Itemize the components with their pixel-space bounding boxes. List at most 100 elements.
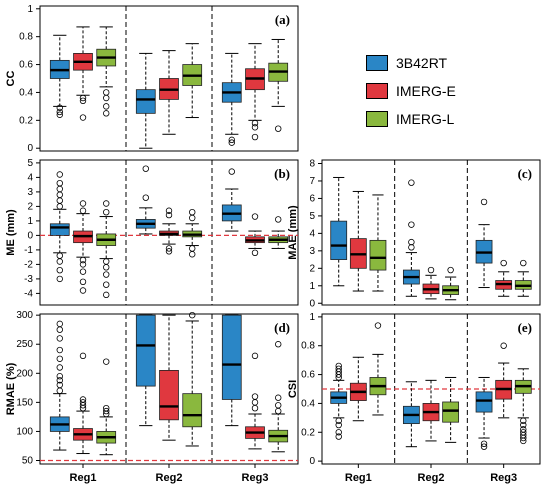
outlier-point: [251, 352, 259, 360]
y-tick-label: 0.4: [301, 398, 315, 409]
outlier-point: [79, 94, 87, 102]
box-imerg-l-reg3: [268, 38, 289, 132]
box-imerg-e-reg2: [159, 314, 179, 441]
box-imerg-e-reg3: [245, 43, 265, 141]
outlier-point: [142, 165, 149, 172]
outlier-point: [56, 171, 63, 178]
box-3b42rt-reg3: [475, 376, 493, 450]
outlier-point: [56, 387, 63, 394]
legend-item-imerg-e: IMERG-E: [366, 80, 516, 102]
box-body: [135, 89, 156, 114]
outlier-point: [56, 111, 63, 118]
outlier-point: [79, 352, 87, 360]
y-tick-label: 50: [22, 456, 34, 467]
y-tick-label: 1: [27, 216, 33, 227]
outlier-point: [228, 136, 235, 144]
outlier-point: [79, 114, 87, 121]
outlier-point: [56, 185, 63, 193]
panel-label: (e): [518, 320, 532, 335]
y-tick-label: 3: [309, 246, 315, 257]
y-tick-label: 8: [309, 158, 315, 169]
outlier-point: [56, 355, 63, 362]
y-tick-label: 0.2: [19, 115, 33, 126]
y-tick-label: 0: [309, 298, 315, 309]
box-imerg-l-reg2: [442, 376, 460, 443]
outlier-point: [103, 291, 110, 299]
box-imerg-l-reg1: [96, 26, 117, 117]
y-axis-label: RMAE (%): [5, 362, 17, 415]
outlier-point: [480, 443, 488, 450]
outlier-point: [251, 213, 259, 220]
box-imerg-l-reg3: [514, 259, 532, 297]
outlier-point: [56, 320, 63, 328]
legend: 3B42RT IMERG-E IMERG-L: [366, 52, 516, 136]
box-3b42rt-reg2: [135, 165, 156, 235]
box-imerg-l-reg1: [96, 358, 117, 456]
legend-label-imerg-l: IMERG-L: [396, 111, 455, 127]
y-tick-label: 4: [309, 228, 315, 239]
outlier-point: [335, 362, 342, 370]
box-body: [475, 391, 493, 413]
box-3b42rt-reg1: [330, 176, 348, 287]
y-axis-label: CSI: [287, 380, 299, 398]
outlier-point: [408, 179, 415, 186]
box-imerg-l-reg2: [442, 266, 460, 301]
panel-cc: 0 0.2 0.4 0.6 0.8 1 CC (a): [5, 4, 299, 154]
outlier-point: [335, 365, 342, 373]
panel-mae: 0 1 2 3 4 5 6 7 8 MAE (mm) (c): [287, 158, 541, 309]
y-tick-label: 1: [27, 4, 33, 15]
outlier-point: [447, 266, 454, 274]
box-body: [135, 314, 156, 387]
y-tick-label: 6: [309, 193, 315, 204]
outlier-point: [335, 421, 342, 429]
x-tick-label: Reg2: [418, 472, 445, 484]
box-3b42rt-reg3: [221, 168, 242, 232]
panel-rmae: 50 100 150 200 250 300 RMAE (%) (d) Reg1 Reg2 Reg3: [5, 310, 299, 484]
box-imerg-e-reg2: [159, 207, 179, 255]
outlier-point: [408, 238, 415, 246]
outlier-point: [520, 259, 527, 267]
box-3b42rt-reg1: [330, 362, 348, 440]
outlier-point: [56, 267, 63, 274]
outlier-point: [427, 266, 435, 274]
outlier-point: [275, 394, 282, 401]
outlier-point: [103, 281, 110, 288]
y-tick-label: 0: [27, 230, 33, 241]
box-imerg-l-reg3: [268, 341, 289, 453]
outlier-point: [165, 211, 173, 219]
box-3b42rt-reg1: [49, 320, 70, 451]
outlier-point: [103, 208, 110, 216]
box-imerg-l-reg3: [268, 216, 289, 249]
outlier-point: [142, 194, 149, 201]
x-tick-label: Reg2: [156, 472, 183, 484]
x-tick-label: Reg1: [70, 472, 97, 484]
outlier-point: [500, 259, 507, 267]
y-tick-label: -3: [24, 274, 33, 285]
box-imerg-l-reg2: [182, 43, 203, 119]
box-imerg-e-reg1: [73, 26, 93, 121]
outlier-point: [56, 197, 63, 204]
panel-label: (a): [275, 12, 290, 27]
outlier-point: [79, 287, 87, 294]
outlier-point: [189, 245, 196, 252]
outlier-point: [56, 335, 63, 342]
outlier-point: [251, 133, 259, 141]
legend-swatch-imerg-l: [366, 111, 388, 127]
box-3b42rt-reg2: [402, 381, 420, 448]
outlier-point: [56, 258, 63, 265]
y-tick-label: 100: [16, 426, 33, 437]
y-tick-label: 0.6: [19, 60, 33, 71]
box-body: [369, 239, 387, 271]
outlier-point: [165, 245, 173, 252]
outlier-point: [335, 429, 342, 436]
outlier-point: [103, 258, 110, 265]
box-body: [221, 314, 242, 400]
box-imerg-e-reg2: [422, 379, 440, 442]
panel-label: (c): [518, 166, 532, 181]
y-tick-label: 0.6: [301, 370, 315, 381]
box-body: [330, 220, 348, 260]
legend-label-3b42rt: 3B42RT: [396, 55, 448, 71]
y-tick-label: 2: [309, 263, 315, 274]
outlier-point: [103, 358, 110, 365]
